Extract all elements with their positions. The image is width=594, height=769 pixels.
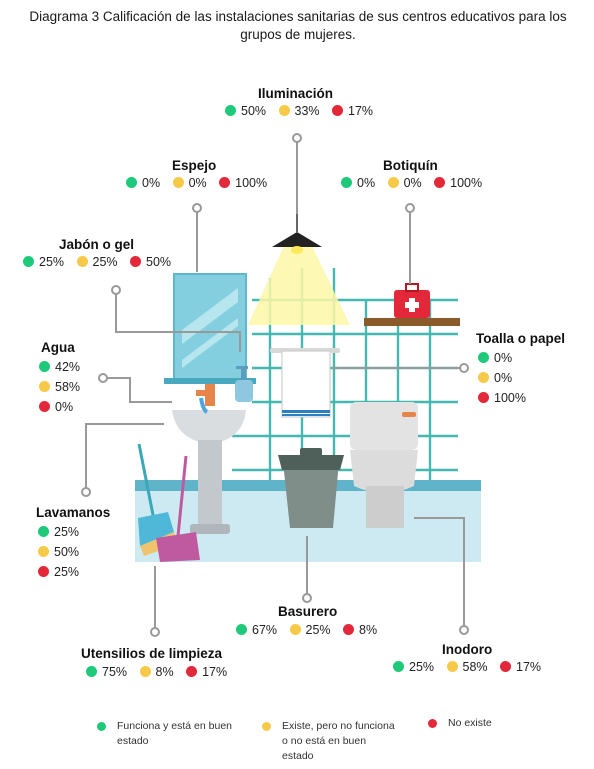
stats-espejo: 0% 0% 100%: [126, 176, 276, 190]
lamp-light: [248, 246, 350, 325]
stats-utensilios: 75% 8% 17%: [86, 665, 236, 679]
green-dot-icon: [86, 666, 97, 677]
label-lavamanos: Lavamanos: [36, 505, 111, 520]
broom-handle: [137, 443, 156, 521]
lamp-bulb: [291, 246, 303, 254]
green-dot-icon: [39, 361, 50, 372]
yellow-dot-icon: [39, 381, 50, 392]
broom-head: [138, 512, 174, 546]
green-dot-icon: [38, 526, 49, 537]
stats-lavamanos: 25% 50% 25%: [38, 522, 79, 582]
yellow-dot-icon: [262, 722, 271, 731]
yellow-dot-icon: [387, 177, 399, 188]
stats-basurero: 67% 25% 8%: [236, 623, 386, 637]
stats-inodoro: 25% 58% 17%: [393, 660, 550, 674]
label-espejo: Espejo: [172, 158, 217, 173]
stats-botiquin: 0% 0% 100%: [341, 176, 491, 190]
legend-green: Funciona y está en buen estado: [97, 719, 242, 749]
stats-jabon: 25% 25% 50%: [23, 255, 180, 269]
red-dot-icon: [219, 177, 231, 188]
red-dot-icon: [186, 666, 198, 677]
label-botiquin: Botiquín: [383, 158, 438, 173]
label-basurero: Basurero: [278, 604, 338, 619]
red-dot-icon: [332, 105, 344, 116]
dustpan: [156, 532, 200, 562]
yellow-dot-icon: [278, 105, 290, 116]
red-dot-icon: [39, 401, 50, 412]
label-jabon: Jabón o gel: [59, 237, 135, 252]
lamp-shade: [272, 232, 322, 247]
yellow-dot-icon: [446, 661, 458, 672]
toilet-bowl: [350, 450, 418, 493]
leader-endpoints: [81, 133, 469, 637]
label-toalla: Toalla o papel: [476, 331, 566, 346]
shelf: [364, 318, 460, 326]
legend-yellow: Existe, pero no funciona o no está en bu…: [262, 719, 400, 764]
toilet-tank: [350, 402, 418, 450]
red-dot-icon: [130, 256, 142, 267]
green-dot-icon: [341, 177, 352, 188]
dustpan-handle: [176, 455, 188, 537]
stats-agua: 42% 58% 0%: [39, 357, 80, 417]
yellow-dot-icon: [172, 177, 184, 188]
yellow-dot-icon: [478, 372, 489, 383]
green-dot-icon: [393, 661, 404, 672]
legend-red: No existe: [428, 716, 538, 731]
green-dot-icon: [478, 352, 489, 363]
sink-basin: [172, 410, 246, 444]
label-iluminacion: Iluminación: [258, 86, 334, 101]
green-dot-icon: [236, 624, 247, 635]
yellow-dot-icon: [76, 256, 88, 267]
yellow-dot-icon: [139, 666, 151, 677]
label-inodoro: Inodoro: [442, 642, 493, 657]
label-agua: Agua: [41, 340, 75, 355]
label-utensilios: Utensilios de limpieza: [81, 646, 223, 661]
soap-dispenser: [235, 380, 253, 402]
red-dot-icon: [434, 177, 446, 188]
red-dot-icon: [500, 661, 512, 672]
yellow-dot-icon: [38, 546, 49, 557]
stats-toalla: 0% 0% 100%: [478, 348, 526, 408]
faucet: [205, 384, 215, 406]
red-dot-icon: [343, 624, 355, 635]
green-dot-icon: [225, 105, 236, 116]
leader-lines: [85, 140, 465, 630]
sink-pedestal: [198, 440, 222, 528]
diagram-title: Diagrama 3 Calificación de las instalaci…: [29, 9, 567, 42]
red-dot-icon: [38, 566, 49, 577]
yellow-dot-icon: [289, 624, 301, 635]
trash-bin: [283, 462, 339, 528]
green-dot-icon: [126, 177, 137, 188]
towel: [281, 350, 331, 418]
green-dot-icon: [97, 722, 106, 731]
red-dot-icon: [428, 719, 437, 728]
green-dot-icon: [23, 256, 34, 267]
stats-iluminacion: 50% 33% 17%: [225, 104, 382, 118]
red-dot-icon: [478, 392, 489, 403]
